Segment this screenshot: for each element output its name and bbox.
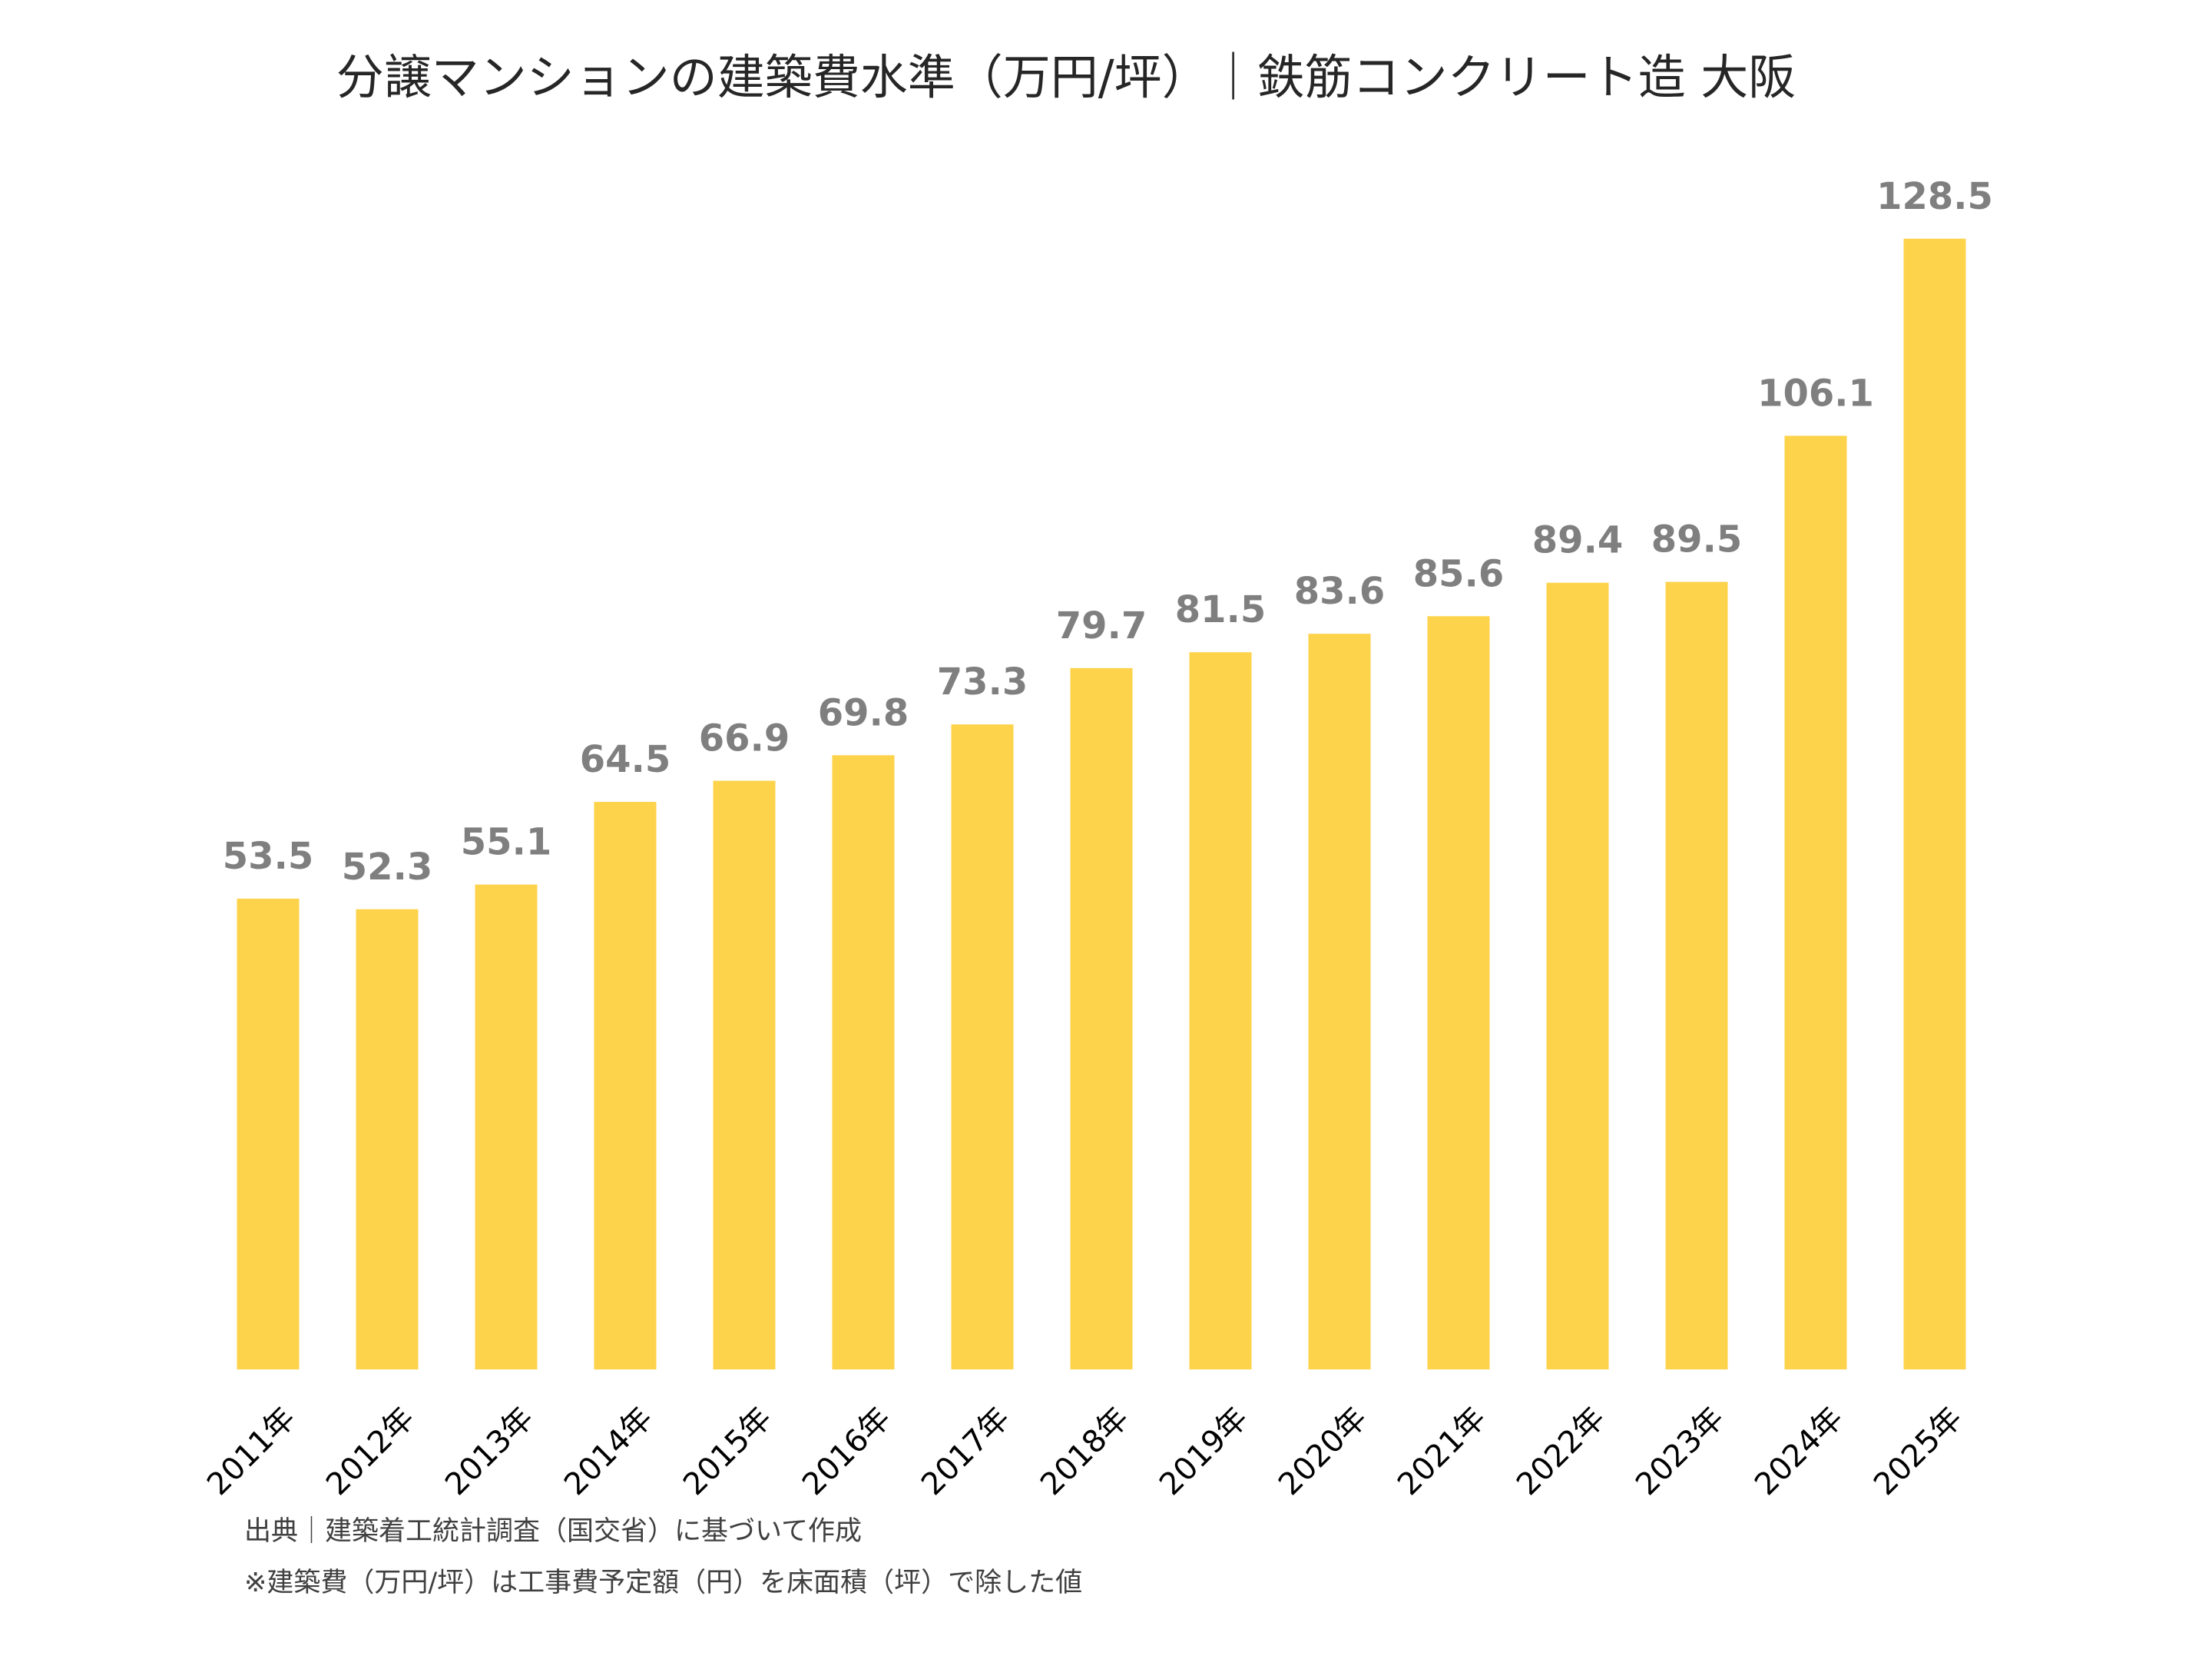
x-tick-label: 2015年 — [677, 1400, 779, 1502]
value-label: 53.5 — [223, 835, 313, 878]
bar — [237, 899, 300, 1369]
bar — [594, 802, 657, 1369]
bar — [1189, 652, 1252, 1369]
bar — [832, 755, 895, 1369]
source-note: 出典｜建築着工統計調査（国交省）に基づいて作成 — [244, 1516, 862, 1547]
bar — [1070, 667, 1133, 1369]
footnote: ※建築費（万円/坪）は工事費予定額（円）を床面積（坪）で除した値 — [244, 1568, 1082, 1598]
bar — [475, 884, 538, 1369]
value-label: 83.6 — [1294, 570, 1385, 613]
value-label: 73.3 — [937, 661, 1028, 704]
bar — [1903, 238, 1966, 1370]
x-tick-label: 2016年 — [796, 1400, 898, 1502]
bar — [1665, 581, 1728, 1369]
value-label: 55.1 — [461, 821, 551, 864]
value-label: 52.3 — [342, 846, 432, 889]
x-tick-label: 2017年 — [915, 1400, 1017, 1502]
bar — [1427, 616, 1490, 1369]
bar — [713, 780, 776, 1369]
value-label: 85.6 — [1413, 552, 1504, 595]
x-tick-label: 2019年 — [1153, 1400, 1255, 1502]
bar — [951, 724, 1014, 1369]
bar — [1784, 435, 1847, 1369]
value-label: 64.5 — [580, 738, 671, 781]
value-label: 89.4 — [1532, 519, 1623, 562]
x-tick-label: 2012年 — [320, 1400, 422, 1502]
x-tick-label: 2024年 — [1748, 1400, 1850, 1502]
value-label: 69.8 — [818, 691, 909, 734]
x-tick-label: 2021年 — [1391, 1400, 1493, 1502]
x-tick-label: 2020年 — [1272, 1400, 1374, 1502]
value-label: 128.5 — [1876, 175, 1993, 218]
value-label: 89.5 — [1651, 518, 1742, 561]
x-tick-label: 2025年 — [1867, 1400, 1969, 1502]
value-label: 81.5 — [1175, 588, 1266, 631]
x-tick-label: 2013年 — [439, 1400, 541, 1502]
x-tick-label: 2011年 — [200, 1400, 303, 1502]
value-label: 106.1 — [1757, 372, 1874, 415]
bar — [1308, 634, 1371, 1369]
bar — [356, 909, 419, 1369]
x-tick-label: 2023年 — [1629, 1400, 1731, 1502]
x-tick-label: 2018年 — [1034, 1400, 1136, 1502]
x-tick-label: 2022年 — [1510, 1400, 1612, 1502]
value-label: 66.9 — [699, 717, 790, 760]
chart-title: 分譲マンションの建築費水準（万円/坪）｜鉄筋コンクリート造 大阪 — [336, 49, 1796, 105]
bar — [1546, 582, 1609, 1369]
x-tick-label: 2014年 — [558, 1400, 660, 1502]
value-label: 79.7 — [1056, 604, 1147, 647]
